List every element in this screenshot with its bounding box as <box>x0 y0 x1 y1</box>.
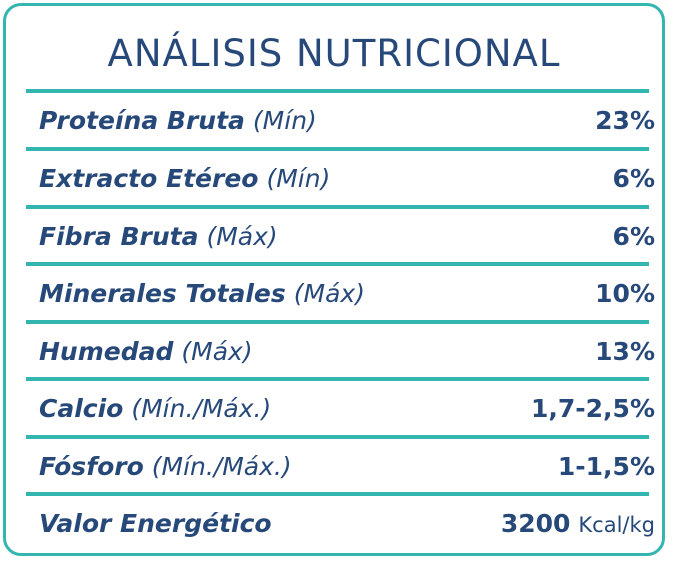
panel-title: ANÁLISIS NUTRICIONAL <box>107 32 561 75</box>
nutrient-label: Minerales Totales (Máx) <box>39 279 365 308</box>
nutrient-qualifier: (Máx) <box>293 278 365 308</box>
energy-unit: Kcal/kg <box>578 512 655 537</box>
nutrient-name: Fósforo <box>39 451 144 481</box>
nutrient-value: 6% <box>612 163 655 193</box>
divider <box>26 377 649 381</box>
nutrient-value: 23% <box>595 105 655 135</box>
nutrient-label: Fósforo (Mín./Máx.) <box>39 452 292 481</box>
nutrient-label: Calcio (Mín./Máx.) <box>39 394 271 423</box>
nutrient-value: 6% <box>612 221 655 251</box>
divider <box>26 147 649 151</box>
divider <box>26 205 649 209</box>
nutrient-row-phosphorus: Fósforo (Mín./Máx.) 1-1,5% <box>39 438 655 494</box>
nutrient-label: Extracto Etéreo (Mín) <box>39 164 330 193</box>
nutrient-row-moisture: Humedad (Máx) 13% <box>39 323 655 379</box>
divider <box>26 262 649 266</box>
nutrient-qualifier: (Mín./Máx.) <box>131 393 272 423</box>
divider <box>26 492 649 496</box>
nutrient-row-fiber: Fibra Bruta (Máx) 6% <box>39 208 655 264</box>
nutrient-name: Humedad <box>39 336 174 366</box>
nutrient-label: Humedad (Máx) <box>39 337 253 366</box>
nutrient-label: Proteína Bruta (Mín) <box>39 106 317 135</box>
energy-row: Valor Energético 3200 Kcal/kg <box>39 495 655 551</box>
divider <box>26 89 649 93</box>
nutrient-qualifier: (Máx) <box>206 221 278 251</box>
nutrient-name: Minerales Totales <box>39 278 286 308</box>
nutrient-value: 1,7-2,5% <box>531 393 655 423</box>
nutrient-row-calcium: Calcio (Mín./Máx.) 1,7-2,5% <box>39 380 655 436</box>
nutrient-qualifier: (Máx) <box>181 336 253 366</box>
nutrient-value: 10% <box>595 278 655 308</box>
nutrient-name: Fibra Bruta <box>39 221 199 251</box>
nutrient-row-fat: Extracto Etéreo (Mín) 6% <box>39 150 655 206</box>
nutrient-name: Proteína Bruta <box>39 105 245 135</box>
nutrient-name: Calcio <box>39 393 124 423</box>
energy-value: 3200 <box>500 508 571 538</box>
nutrient-qualifier: (Mín) <box>266 163 331 193</box>
divider <box>26 320 649 324</box>
nutrient-row-minerals: Minerales Totales (Máx) 10% <box>39 265 655 321</box>
nutrient-value: 1-1,5% <box>557 451 655 481</box>
nutrition-panel: ANÁLISIS NUTRICIONAL Proteína Bruta (Mín)… <box>3 3 665 556</box>
nutrient-value: 13% <box>595 336 655 366</box>
nutrient-qualifier: (Mín) <box>252 105 317 135</box>
nutrient-qualifier: (Mín./Máx.) <box>151 451 292 481</box>
energy-value-wrap: 3200 Kcal/kg <box>501 509 655 538</box>
nutrient-row-protein: Proteína Bruta (Mín) 23% <box>39 92 655 148</box>
nutrient-name: Extracto Etéreo <box>39 163 259 193</box>
divider <box>26 435 649 439</box>
energy-label: Valor Energético <box>39 509 272 538</box>
energy-name: Valor Energético <box>39 508 272 538</box>
nutrient-label: Fibra Bruta (Máx) <box>39 222 278 251</box>
